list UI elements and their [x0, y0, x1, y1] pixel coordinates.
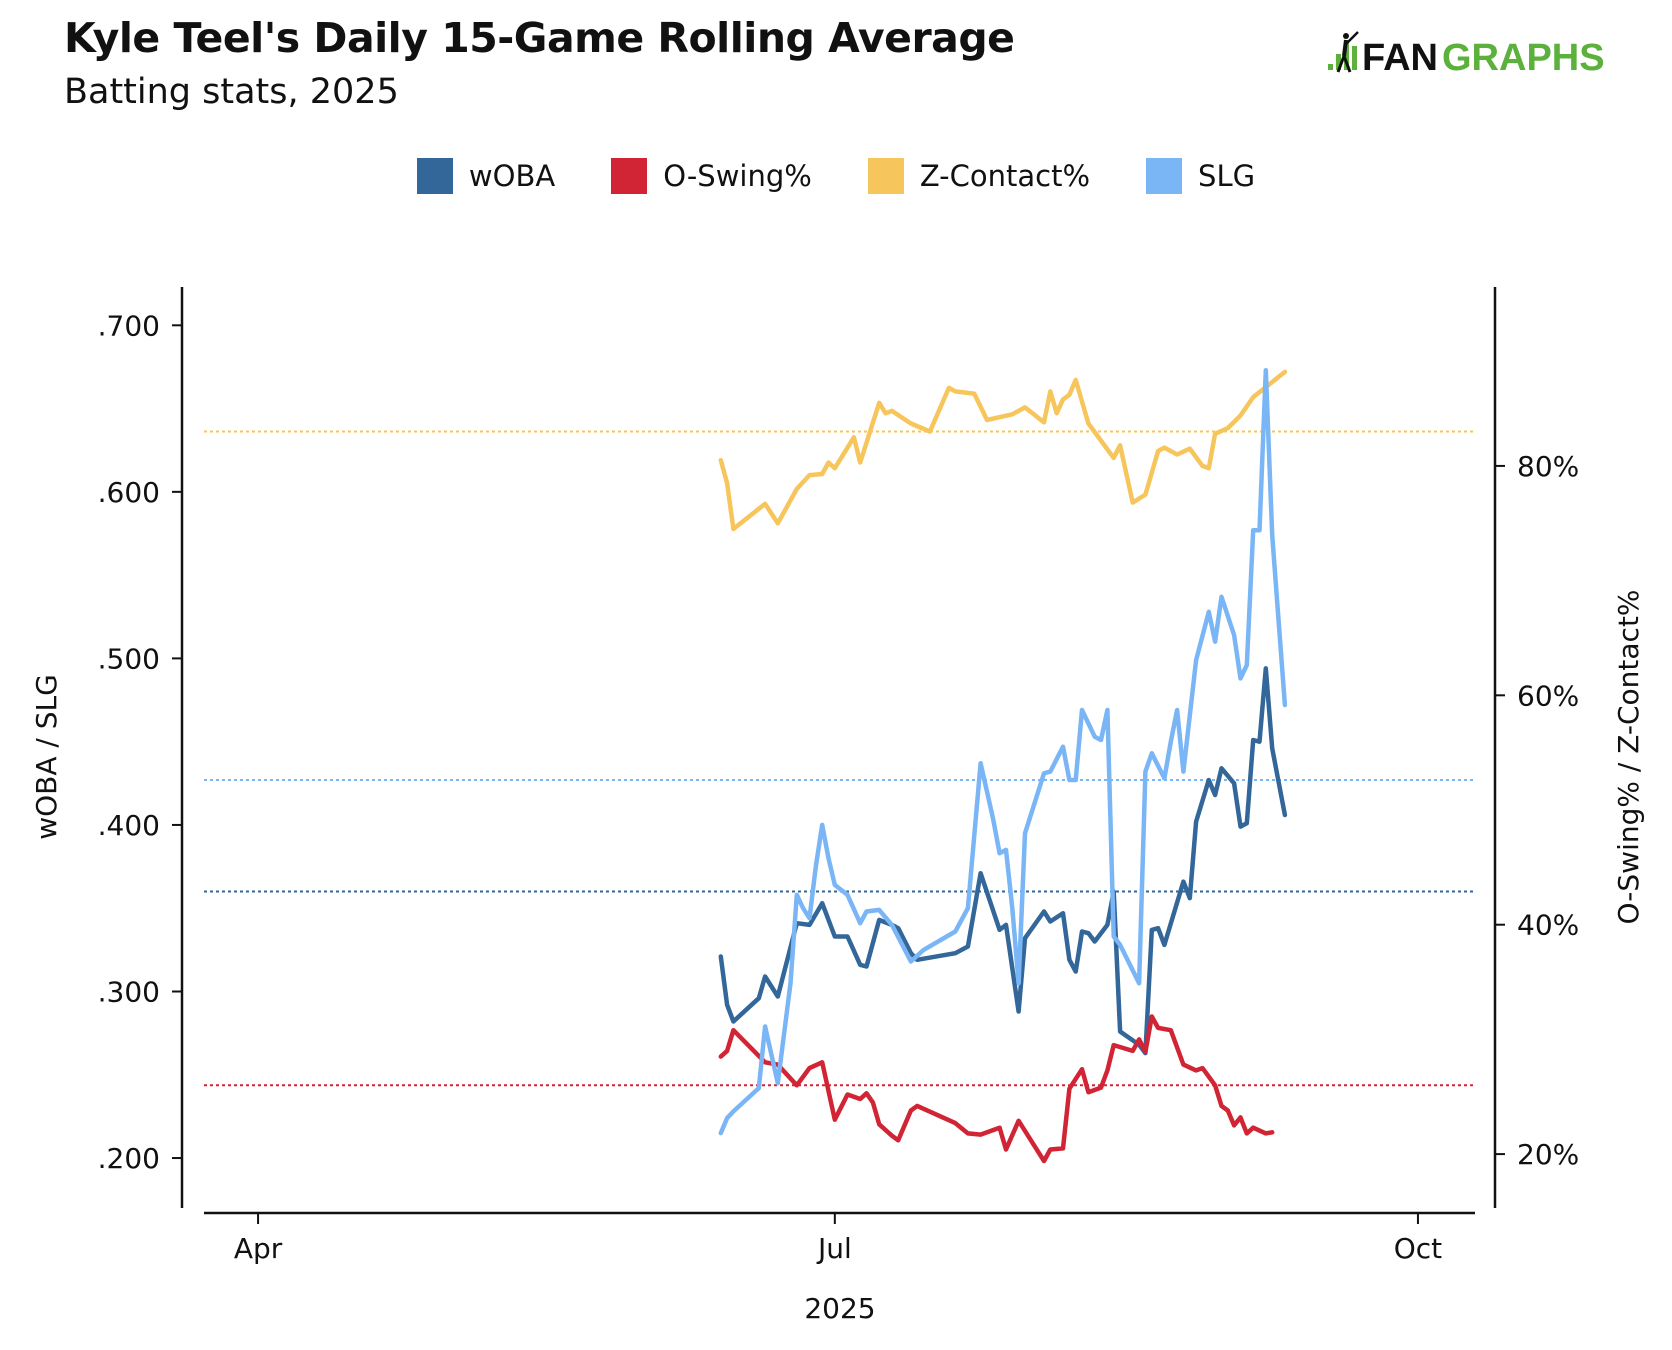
series-line-oswing — [718, 1014, 1275, 1164]
legend-item: Z-Contact% — [867, 158, 1091, 194]
y-left-tick-label: .500 — [98, 642, 160, 675]
y-left-tick-label: .400 — [98, 809, 160, 842]
series-line-zcontact — [718, 369, 1288, 532]
y-left-tick-label: .600 — [98, 476, 160, 509]
series-line-slg — [718, 368, 1288, 1136]
legend-label: wOBA — [468, 159, 556, 193]
legend-label: Z-Contact% — [919, 159, 1091, 193]
y-left-tick-label: .200 — [98, 1142, 160, 1175]
logo-bar-icon — [1344, 40, 1349, 70]
y-right-tick-label: 20% — [1517, 1138, 1579, 1171]
logo-bar-icon — [1336, 54, 1341, 70]
logo-bar-icon — [1352, 46, 1357, 70]
legend-label: O-Swing% — [663, 159, 812, 193]
y-right-tick-label: 60% — [1517, 679, 1579, 712]
batter-silhouette-icon — [1336, 31, 1359, 73]
legend-item: wOBA — [416, 158, 556, 194]
axes: .200 .300 .400 .500 .600 .700 20% 40% 60% 80% Apr J… — [98, 287, 1579, 1265]
legend-swatch — [416, 158, 453, 194]
x-tick-label: Oct — [1394, 1232, 1442, 1265]
legend-swatch — [1146, 158, 1183, 194]
x-tick-label: Apr — [234, 1232, 283, 1265]
fangraphs-logo[interactable]: FAN GRAPHS — [1328, 30, 1638, 84]
chart-title: Kyle Teel's Daily 15-Game Rolling Averag… — [64, 14, 1015, 62]
legend-label: SLG — [1198, 159, 1256, 193]
chart-legend: wOBA O-Swing% Z-Contact% SLG — [0, 158, 1672, 194]
legend-swatch — [867, 158, 904, 194]
y-right-tick-label: 40% — [1517, 909, 1579, 942]
legend-item: SLG — [1146, 158, 1255, 194]
logo-bar-icon — [1328, 64, 1333, 70]
series-lines — [718, 368, 1288, 1164]
y-left-tick-label: .300 — [98, 975, 160, 1008]
logo-text-fan: FAN — [1362, 37, 1438, 79]
x-axis-title: 2025 — [804, 1292, 875, 1325]
y-right-tick-label: 80% — [1517, 450, 1579, 483]
y-axis-left-title: wOBA / SLG — [30, 674, 63, 840]
legend-item: O-Swing% — [611, 158, 812, 194]
y-left-tick-label: .700 — [98, 309, 160, 342]
x-tick-label: Jul — [816, 1232, 852, 1265]
series-line-woba — [718, 666, 1288, 1056]
chart-subtitle: Batting stats, 2025 — [64, 72, 399, 112]
y-axis-right-title: O-Swing% / Z-Contact% — [1612, 589, 1645, 924]
reference-lines — [204, 430, 1475, 1087]
logo-text-graphs: GRAPHS — [1442, 37, 1605, 79]
legend-swatch — [611, 158, 648, 194]
